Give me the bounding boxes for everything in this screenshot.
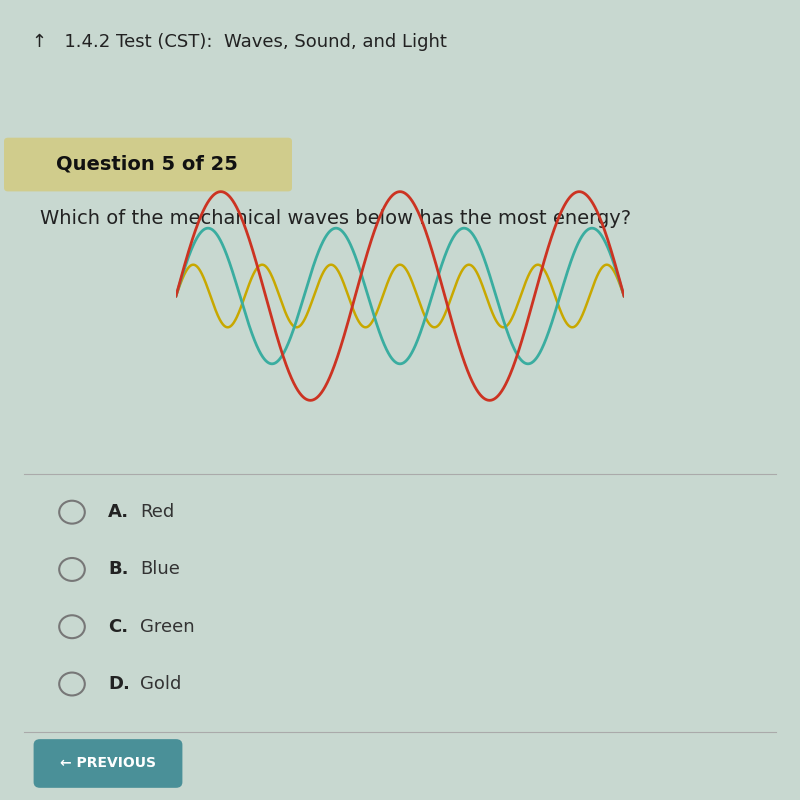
Text: ← PREVIOUS: ← PREVIOUS [60,757,156,770]
Text: C.: C. [108,618,128,636]
Text: Which of the mechanical waves below has the most energy?: Which of the mechanical waves below has … [40,210,631,228]
Text: Blue: Blue [140,561,180,578]
Text: Red: Red [140,503,174,521]
Text: B.: B. [108,561,129,578]
Text: Question 5 of 25: Question 5 of 25 [56,154,238,174]
Text: D.: D. [108,675,130,693]
Text: ↑   1.4.2 Test (CST):  Waves, Sound, and Light: ↑ 1.4.2 Test (CST): Waves, Sound, and Li… [32,33,447,50]
Text: A.: A. [108,503,129,521]
FancyBboxPatch shape [34,739,182,788]
Text: Green: Green [140,618,194,636]
FancyBboxPatch shape [4,138,292,191]
Text: Gold: Gold [140,675,182,693]
